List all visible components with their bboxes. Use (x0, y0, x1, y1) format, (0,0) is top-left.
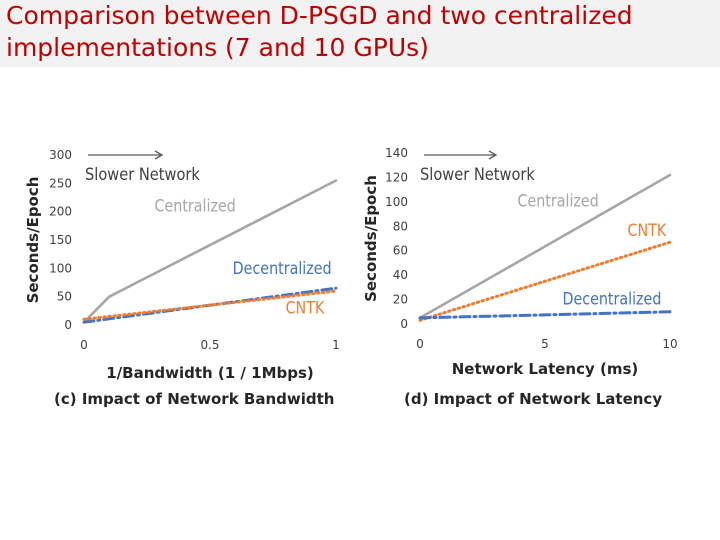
x-axis-label: 1/Bandwidth (1 / 1Mbps) (106, 364, 314, 382)
y-tick-label: 80 (393, 219, 408, 233)
y-tick-label: 120 (385, 170, 408, 184)
y-tick-label: 20 (393, 293, 408, 307)
slide-title: Comparison between D-PSGD and two centra… (6, 1, 633, 62)
x-tick-label: 0 (80, 338, 88, 352)
y-tick-label: 40 (393, 268, 408, 282)
chart-bandwidth: 0 50 100 150 200 250 300 0 0.5 1 Seconds/Epoch 1/Ba… (24, 148, 340, 408)
y-axis-label: Seconds/Epoch (362, 175, 380, 302)
y-tick-label: 0 (400, 317, 408, 331)
y-tick-label: 60 (393, 244, 408, 258)
series-label-centralized: Centralized (155, 195, 236, 216)
series-line-centralized (418, 173, 672, 320)
y-tick-label: 100 (385, 195, 408, 209)
x-tick-label: 10 (662, 337, 677, 351)
y-tick-label: 200 (49, 205, 72, 219)
chart-caption: (c) Impact of Network Bandwidth (54, 390, 334, 408)
series-label-cntk: CNTK (286, 297, 325, 318)
series-label-centralized: Centralized (518, 190, 599, 211)
series-line-cntk (82, 289, 338, 321)
slower-network-label: Slower Network (85, 164, 201, 184)
y-tick-label: 300 (49, 148, 72, 162)
arrow-head (488, 150, 498, 160)
arrow-head (154, 150, 164, 160)
slower-network-label: Slower Network (420, 164, 536, 184)
title-bar: Comparison between D-PSGD and two centra… (0, 0, 720, 67)
x-tick-label: 1 (332, 338, 340, 352)
y-tick-label: 250 (49, 176, 72, 190)
series-line-centralized (82, 179, 338, 324)
y-tick-label: 140 (385, 146, 408, 160)
series-line-decentralized (418, 310, 672, 320)
y-tick-label: 50 (57, 290, 72, 304)
x-axis-label: Network Latency (ms) (452, 360, 639, 378)
y-tick-label: 0 (64, 318, 72, 332)
y-axis-label: Seconds/Epoch (24, 177, 42, 304)
y-tick-label: 150 (49, 233, 72, 247)
x-tick-label: 5 (541, 337, 549, 351)
chart-latency: 0 20 40 60 80 100 120 140 0 5 10 Seconds/Epoch Netwo… (362, 146, 678, 408)
series-label-decentralized: Decentralized (233, 258, 332, 279)
x-tick-label: 0.5 (200, 338, 219, 352)
series-line-cntk (418, 240, 672, 322)
series-label-decentralized: Decentralized (563, 288, 662, 309)
series-label-cntk: CNTK (628, 220, 667, 241)
y-tick-label: 100 (49, 261, 72, 275)
chart-caption: (d) Impact of Network Latency (404, 390, 662, 408)
x-tick-label: 0 (416, 337, 424, 351)
